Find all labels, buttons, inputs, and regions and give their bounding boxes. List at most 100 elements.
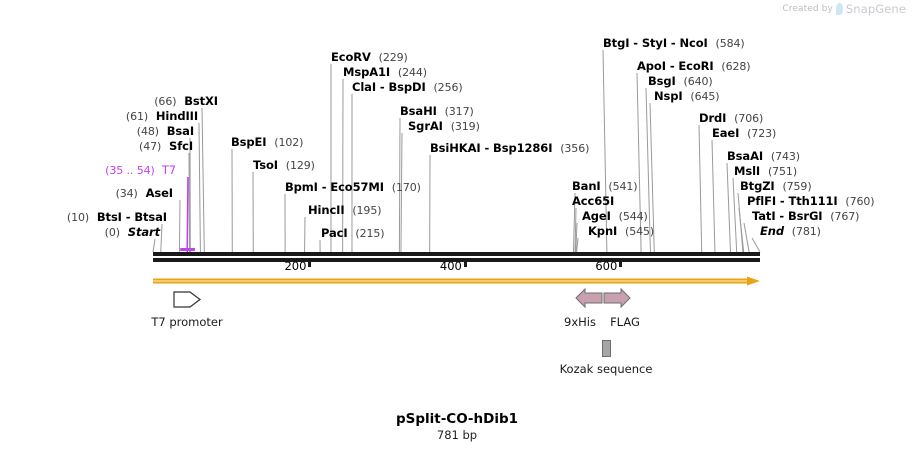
enzyme-label-agei: AgeI (544) <box>582 210 648 223</box>
enzyme-position: (645) <box>690 90 720 103</box>
enzyme-position: (767) <box>830 210 860 223</box>
page-title: pSplit-CO-hDib1 <box>395 411 519 427</box>
enzyme-position: (319) <box>450 120 480 133</box>
enzyme-position: (0) <box>104 226 120 239</box>
enzyme-name: BsaI <box>166 124 194 138</box>
enzyme-name: HincII <box>308 203 345 217</box>
enzyme-position: (215) <box>355 227 385 240</box>
enzyme-label-clai: ClaI - BspDI (256) <box>352 81 463 94</box>
feature-label-flag: FLAG <box>610 315 640 329</box>
enzyme-position: (129) <box>285 159 315 172</box>
enzyme-position: (195) <box>352 204 382 217</box>
enzyme-label-hincii: HincII (195) <box>308 203 382 217</box>
enzyme-name: MspA1I <box>343 65 391 79</box>
enzyme-name: AseI <box>145 186 174 200</box>
enzyme-label-btgzi: BtgZI (759) <box>740 180 812 193</box>
connector-drdi <box>698 124 703 253</box>
enzyme-name: SgrAI <box>408 119 443 133</box>
enzyme-position: (640) <box>683 75 713 88</box>
enzyme-name: BspEI <box>231 135 267 149</box>
enzyme-label-end: End (781) <box>760 225 821 238</box>
feature-label-t7-promoter: T7 promoter <box>151 315 223 329</box>
enzyme-label-nspi: NspI (645) <box>654 90 720 103</box>
enzyme-name: NspI <box>654 89 683 103</box>
enzyme-name: BsgI <box>648 74 676 88</box>
9xhis-shape <box>575 287 603 309</box>
enzyme-label-btgi: BtgI - StyI - NcoI (584) <box>603 37 745 50</box>
connector-hindiii <box>198 122 201 253</box>
enzyme-name: BtsI - BtsaI <box>96 210 167 224</box>
feature-flag[interactable] <box>603 287 632 314</box>
enzyme-name: BpmI - Eco57MI <box>285 180 384 194</box>
connector-tati <box>743 222 750 253</box>
orf-arrow <box>153 276 760 286</box>
watermark-brand: SnapGene <box>845 2 906 16</box>
kozak-sequence-shape <box>602 340 611 357</box>
enzyme-name: ClaI - BspDI <box>352 80 426 94</box>
enzyme-position: (34) <box>115 187 138 200</box>
ruler-tick <box>619 258 623 267</box>
enzyme-label-drdi: DrdI (706) <box>699 112 763 125</box>
enzyme-position: (545) <box>625 225 655 238</box>
feature-label-kozak-sequence: Kozak sequence <box>559 362 653 376</box>
enzyme-label-t7: (35 .. 54) T7 <box>105 164 176 177</box>
enzyme-position: (743) <box>770 150 800 163</box>
enzyme-name: BtgZI <box>740 179 775 193</box>
enzyme-position: (48) <box>136 125 159 138</box>
enzyme-name: KpnI <box>588 224 618 238</box>
enzyme-name: BstXI <box>184 94 218 108</box>
enzyme-label-tsoi: TsoI (129) <box>253 159 315 172</box>
enzyme-position: (781) <box>791 225 821 238</box>
enzyme-name: End <box>760 224 784 238</box>
enzyme-position: (541) <box>608 180 638 193</box>
connector-t7 <box>186 176 189 253</box>
feature-kozak-sequence[interactable] <box>602 340 611 361</box>
feature-t7-promoter[interactable] <box>173 289 202 314</box>
enzyme-label-paci: PacI (215) <box>321 226 385 240</box>
connector-asei <box>178 199 181 253</box>
enzyme-name: TsoI <box>253 158 278 172</box>
enzyme-name: BsaHI <box>400 104 437 118</box>
enzyme-position: (66) <box>154 95 177 108</box>
enzyme-label-btsi: (10) BtsI - BtsaI <box>67 211 167 224</box>
ruler-tick <box>463 258 467 267</box>
enzyme-name: DrdI <box>699 111 727 125</box>
enzyme-position: (35 .. 54) <box>105 164 155 177</box>
enzyme-position: (47) <box>139 140 162 153</box>
connector-end <box>751 237 761 253</box>
feature-9xhis[interactable] <box>575 287 604 314</box>
plasmid-length: 781 bp <box>436 428 478 442</box>
watermark-prefix: Created by <box>782 4 833 14</box>
enzyme-name: BsiHKAI - Bsp1286I <box>430 141 553 155</box>
enzyme-name: PacI <box>321 226 348 240</box>
enzyme-label-tati: TatI - BsrGI (767) <box>752 210 859 223</box>
enzyme-label-kpni: KpnI (545) <box>588 225 654 238</box>
enzyme-label-bani: BanI (541) <box>572 180 638 193</box>
sequence-bar-bottom <box>153 258 760 262</box>
snapgene-watermark: Created by SnapGene <box>782 2 906 16</box>
enzyme-position: (61) <box>125 110 149 123</box>
enzyme-name: PflFI - Tth111I <box>747 194 838 208</box>
enzyme-label-pflfi: PflFI - Tth111I (760) <box>747 195 875 208</box>
enzyme-label-sfci: (47) SfcI <box>139 140 193 153</box>
enzyme-position: (544) <box>618 210 648 223</box>
enzyme-position: (760) <box>845 195 875 208</box>
enzyme-position: (628) <box>721 60 751 73</box>
enzyme-position: (10) <box>66 211 90 224</box>
ruler-tick-label: 200 <box>284 259 307 273</box>
enzyme-label-apoi: ApoI - EcoRI (628) <box>637 60 751 73</box>
enzyme-label-hindiii: (61) HindIII <box>126 110 198 123</box>
enzyme-name: Start <box>127 225 160 239</box>
enzyme-position: (229) <box>378 51 408 64</box>
enzyme-label-start: (0) Start <box>105 226 160 239</box>
t7-promoter-shape <box>173 291 201 308</box>
t7-promoter-marker <box>180 248 195 251</box>
enzyme-position: (706) <box>734 112 764 125</box>
connector-kpni <box>576 237 579 253</box>
enzyme-position: (244) <box>397 66 428 79</box>
ruler-tick-label: 400 <box>439 259 462 273</box>
enzyme-label-bsaai: BsaAI (743) <box>727 150 800 163</box>
connector-agei <box>575 222 578 253</box>
connector-bstxi <box>201 107 205 253</box>
ruler-tick <box>308 258 312 267</box>
